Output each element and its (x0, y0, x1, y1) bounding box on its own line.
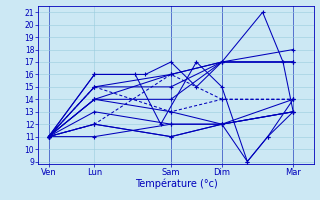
X-axis label: Température (°c): Température (°c) (135, 179, 217, 189)
